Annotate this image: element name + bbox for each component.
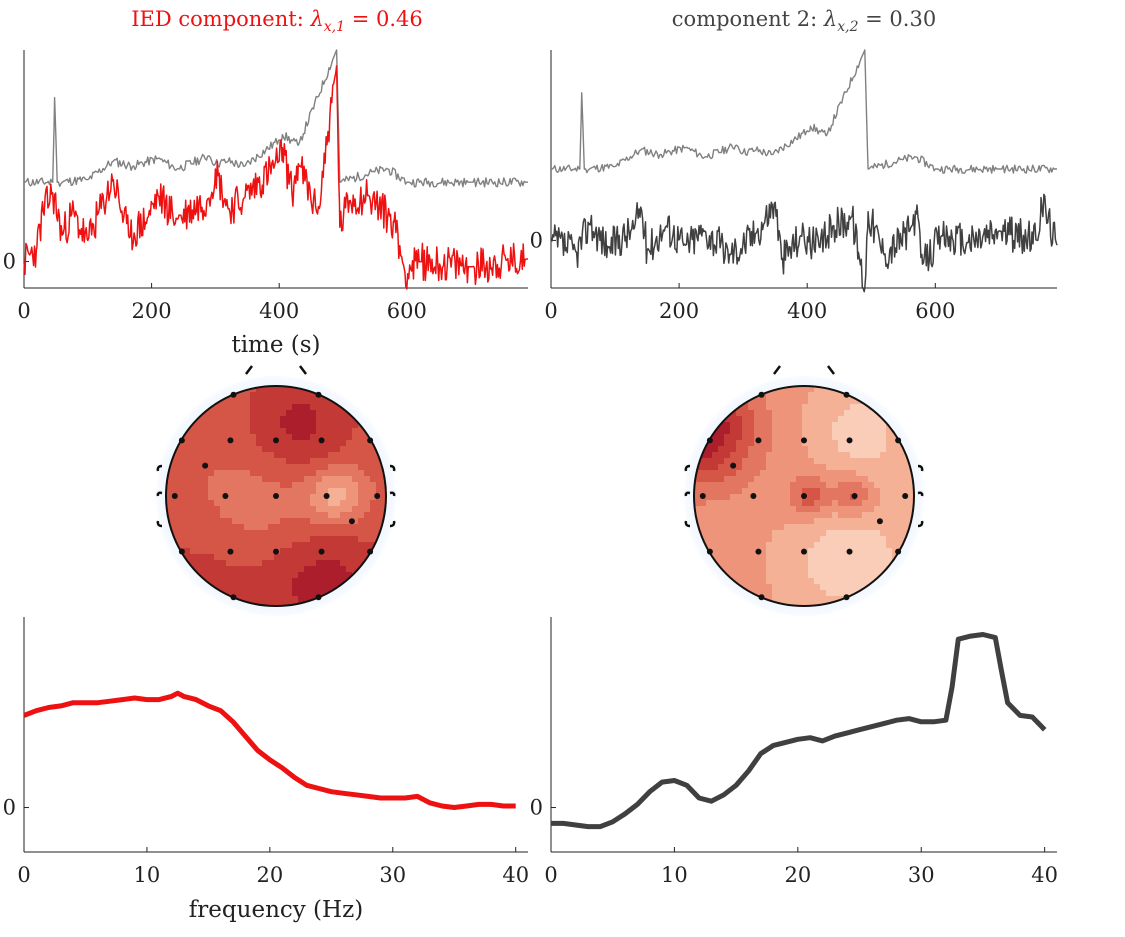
electrode-dot	[227, 437, 234, 444]
x-tick-label: 400	[259, 299, 299, 323]
y-tick-label: 0	[530, 796, 543, 820]
x-tick-label: 200	[659, 299, 699, 323]
electrode-dot	[348, 518, 355, 525]
electrode-dot	[801, 493, 807, 499]
spectrum-panel-right: 0 10 20 30 40 0	[530, 617, 1058, 887]
title-right-prefix: component 2:	[672, 7, 824, 31]
ear-marker	[684, 464, 691, 528]
x-tick-label: 0	[17, 863, 30, 887]
title-right-value: = 0.30	[858, 7, 936, 31]
electrode-dot	[273, 548, 279, 555]
electrode-dot	[374, 493, 381, 499]
x-tick-label: 600	[915, 299, 955, 323]
electrode-dot	[730, 462, 737, 469]
electrode-dot	[902, 493, 909, 499]
title-left-prefix: IED component:	[131, 7, 310, 31]
x-tick-label: 30	[908, 863, 935, 887]
electrode-dot	[755, 548, 762, 555]
ear-marker	[156, 464, 163, 528]
x-tick-label: 40	[1031, 863, 1058, 887]
x-tick-label: 20	[784, 863, 811, 887]
x-tick-label: 200	[132, 299, 172, 323]
raw-trace-line	[24, 49, 528, 188]
electrode-dot	[851, 493, 858, 499]
ied-spectrum-line	[23, 690, 516, 810]
x-tick-label: 10	[661, 863, 688, 887]
title-right-symbol: λ	[823, 7, 837, 31]
electrode-dot	[367, 437, 374, 444]
electrode-dot	[801, 548, 807, 555]
y-tick-label: 0	[530, 228, 543, 252]
time-series-panel-left: 0 200 400 600 0	[3, 49, 529, 323]
electrode-dot	[801, 437, 807, 444]
nose-marker	[245, 365, 307, 375]
electrode-dot	[758, 594, 765, 601]
electrode-dot	[706, 548, 713, 555]
electrode-dot	[323, 493, 330, 499]
electrode-dot	[178, 548, 185, 555]
component-2-trace-line	[550, 193, 1058, 293]
topomap-right	[684, 365, 924, 616]
x-tick-label: 0	[544, 863, 557, 887]
x-tick-label: 0	[544, 299, 557, 323]
electrode-dot	[227, 548, 234, 555]
ear-marker	[389, 464, 396, 528]
spectrum-panel-left: 0 10 20 30 40 0	[3, 617, 529, 887]
electrode-dot	[750, 493, 757, 499]
electrode-dot	[699, 493, 706, 499]
electrode-dot	[706, 437, 713, 444]
x-tick-label: 40	[502, 863, 529, 887]
nose-marker	[773, 365, 835, 375]
electrode-dot	[171, 493, 178, 499]
component-2-spectrum-line	[551, 632, 1047, 830]
electrode-dot	[178, 437, 185, 444]
xlabel-time: time (s)	[231, 332, 320, 358]
electrode-dot	[843, 391, 850, 398]
electrode-dot	[318, 437, 325, 444]
x-tick-label: 0	[17, 299, 30, 323]
ear-marker	[917, 464, 924, 528]
xlabel-frequency: frequency (Hz)	[189, 897, 363, 923]
title-left-sub: x,1	[324, 19, 345, 35]
ied-component-trace-line	[23, 65, 529, 290]
x-tick-label: 10	[134, 863, 161, 887]
time-series-panel-right: 0 200 400 600 0	[530, 49, 1058, 323]
electrode-dot	[755, 437, 762, 444]
topomap-left	[156, 365, 396, 616]
electrode-dot	[202, 462, 209, 469]
x-tick-label: 600	[387, 299, 427, 323]
electrode-dot	[758, 391, 765, 398]
electrode-dot	[895, 437, 902, 444]
title-left: IED component: λx,1 = 0.46	[131, 7, 423, 35]
electrode-dot	[222, 493, 229, 499]
head-outline	[165, 385, 387, 607]
electrode-dot	[273, 493, 279, 499]
title-left-symbol: λ	[309, 7, 323, 31]
electrode-dot	[876, 518, 883, 525]
title-left-value: = 0.46	[345, 7, 423, 31]
electrode-dot	[230, 391, 237, 398]
electrode-dot	[318, 548, 325, 555]
electrode-dot	[230, 594, 237, 601]
title-right: component 2: λx,2 = 0.30	[672, 7, 936, 35]
x-tick-label: 20	[256, 863, 283, 887]
raw-trace-line	[551, 49, 1057, 174]
y-tick-label: 0	[3, 250, 16, 274]
title-right-sub: x,2	[837, 19, 858, 35]
electrode-dot	[315, 391, 322, 398]
electrode-dot	[846, 548, 853, 555]
head-outline	[693, 385, 915, 607]
electrode-dot	[367, 548, 374, 555]
y-tick-label: 0	[3, 796, 16, 820]
electrode-dot	[846, 437, 853, 444]
electrode-dot	[843, 594, 850, 601]
x-tick-label: 30	[379, 863, 406, 887]
electrode-dot	[273, 437, 279, 444]
x-tick-label: 400	[787, 299, 827, 323]
electrode-dot	[315, 594, 322, 601]
electrode-dot	[895, 548, 902, 555]
